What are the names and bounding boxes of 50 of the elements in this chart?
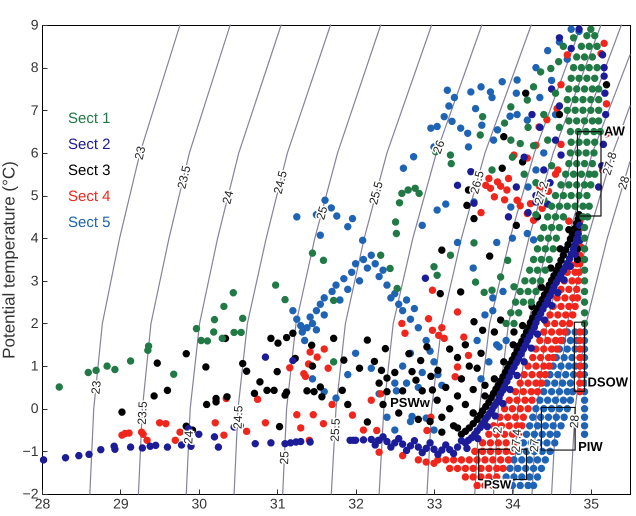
text: Sect 4	[68, 188, 111, 205]
annotation: DSOW	[588, 374, 629, 390]
y-tick-label: 5	[30, 187, 39, 204]
x-tick-label: 34	[505, 496, 521, 512]
annotation: 24.5	[270, 168, 290, 196]
annotation: 2	[490, 426, 505, 434]
x-tick-label: 28	[34, 496, 50, 512]
text: Sect 1	[68, 110, 111, 127]
annotation: PSWw	[390, 395, 431, 410]
text: Sect 3	[68, 162, 111, 179]
y-tick-label: 4	[30, 230, 39, 246]
x-tick-label: 29	[113, 496, 129, 512]
annotation: 28	[566, 414, 582, 429]
annotation: 25	[276, 450, 292, 465]
y-tick-label: 3	[30, 272, 39, 288]
annotation: 25.5	[328, 418, 343, 442]
annotation: 24	[181, 430, 196, 444]
y-tick-label: 1	[30, 358, 39, 374]
x-tick-label: 31	[270, 496, 286, 512]
annotation: 23	[132, 144, 148, 162]
annotation: PIW	[578, 439, 604, 454]
annotation: 27	[526, 438, 542, 452]
annotation: 26	[430, 138, 448, 156]
x-tick-label: 30	[192, 496, 208, 512]
annotation: 24.5	[230, 404, 246, 430]
y-tick-label: 8	[30, 59, 39, 76]
annotation: 23.5	[134, 400, 150, 425]
annotation: 26.5	[467, 168, 488, 196]
annotation: 24	[219, 188, 236, 206]
y-tick-label: 7	[30, 102, 39, 118]
y-tick-label: −1	[22, 442, 39, 459]
annotation: 25.5	[366, 180, 386, 206]
y-tick-label: 2	[30, 314, 39, 331]
y-tick-label: 9	[30, 16, 39, 32]
annotation: AW	[604, 124, 626, 139]
annotation: 23.5	[174, 164, 194, 190]
annotation: 28	[615, 174, 632, 192]
y-axis-title: Potential temperature (°C)	[0, 161, 19, 359]
annotation: 27.8	[600, 150, 620, 177]
y-tick-label: 0	[30, 400, 39, 416]
x-tick-label: 35	[584, 496, 600, 512]
x-tick-label: 32	[348, 496, 364, 512]
text: Sect 2	[68, 136, 111, 153]
x-tick-label: 33	[426, 496, 442, 512]
annotation: 25	[313, 204, 330, 222]
annotation: 27.2	[531, 180, 552, 206]
text: Sect 5	[68, 214, 111, 231]
annotation: 27.4	[508, 428, 524, 453]
annotation: 23	[88, 380, 104, 395]
y-tick-label: 6	[30, 144, 39, 160]
